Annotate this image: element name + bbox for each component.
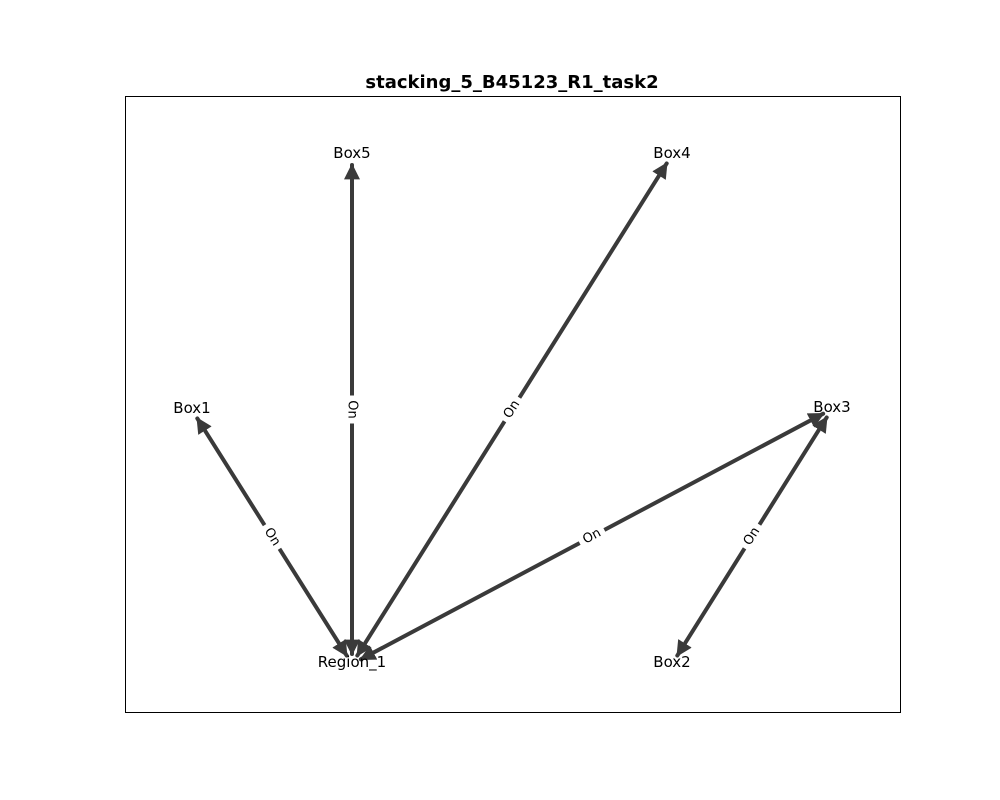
nodes-layer: Box5 Box4 Box1 Box3 Region_1 Box2 bbox=[173, 144, 850, 672]
edge-label: On bbox=[345, 400, 360, 418]
node-box3: Box3 bbox=[813, 398, 850, 416]
node-box1: Box1 bbox=[173, 399, 210, 417]
edges-layer: On On On On On bbox=[195, 161, 829, 662]
edge-label-group: On bbox=[575, 521, 609, 552]
plot-frame bbox=[125, 96, 901, 713]
node-region1: Region_1 bbox=[318, 653, 386, 672]
edge-label-group: On bbox=[343, 395, 361, 424]
edge-label-background bbox=[575, 521, 609, 552]
diagram-title: stacking_5_B45123_R1_task2 bbox=[365, 72, 658, 93]
edge-label-group: On bbox=[496, 392, 528, 427]
node-box4: Box4 bbox=[653, 144, 690, 162]
edge-label-group: On bbox=[736, 519, 768, 554]
node-box5: Box5 bbox=[333, 144, 370, 162]
node-box2: Box2 bbox=[653, 653, 690, 671]
edge-label-background bbox=[736, 519, 768, 554]
edge-label-background bbox=[256, 520, 288, 554]
edge-label-group: On bbox=[256, 520, 288, 554]
